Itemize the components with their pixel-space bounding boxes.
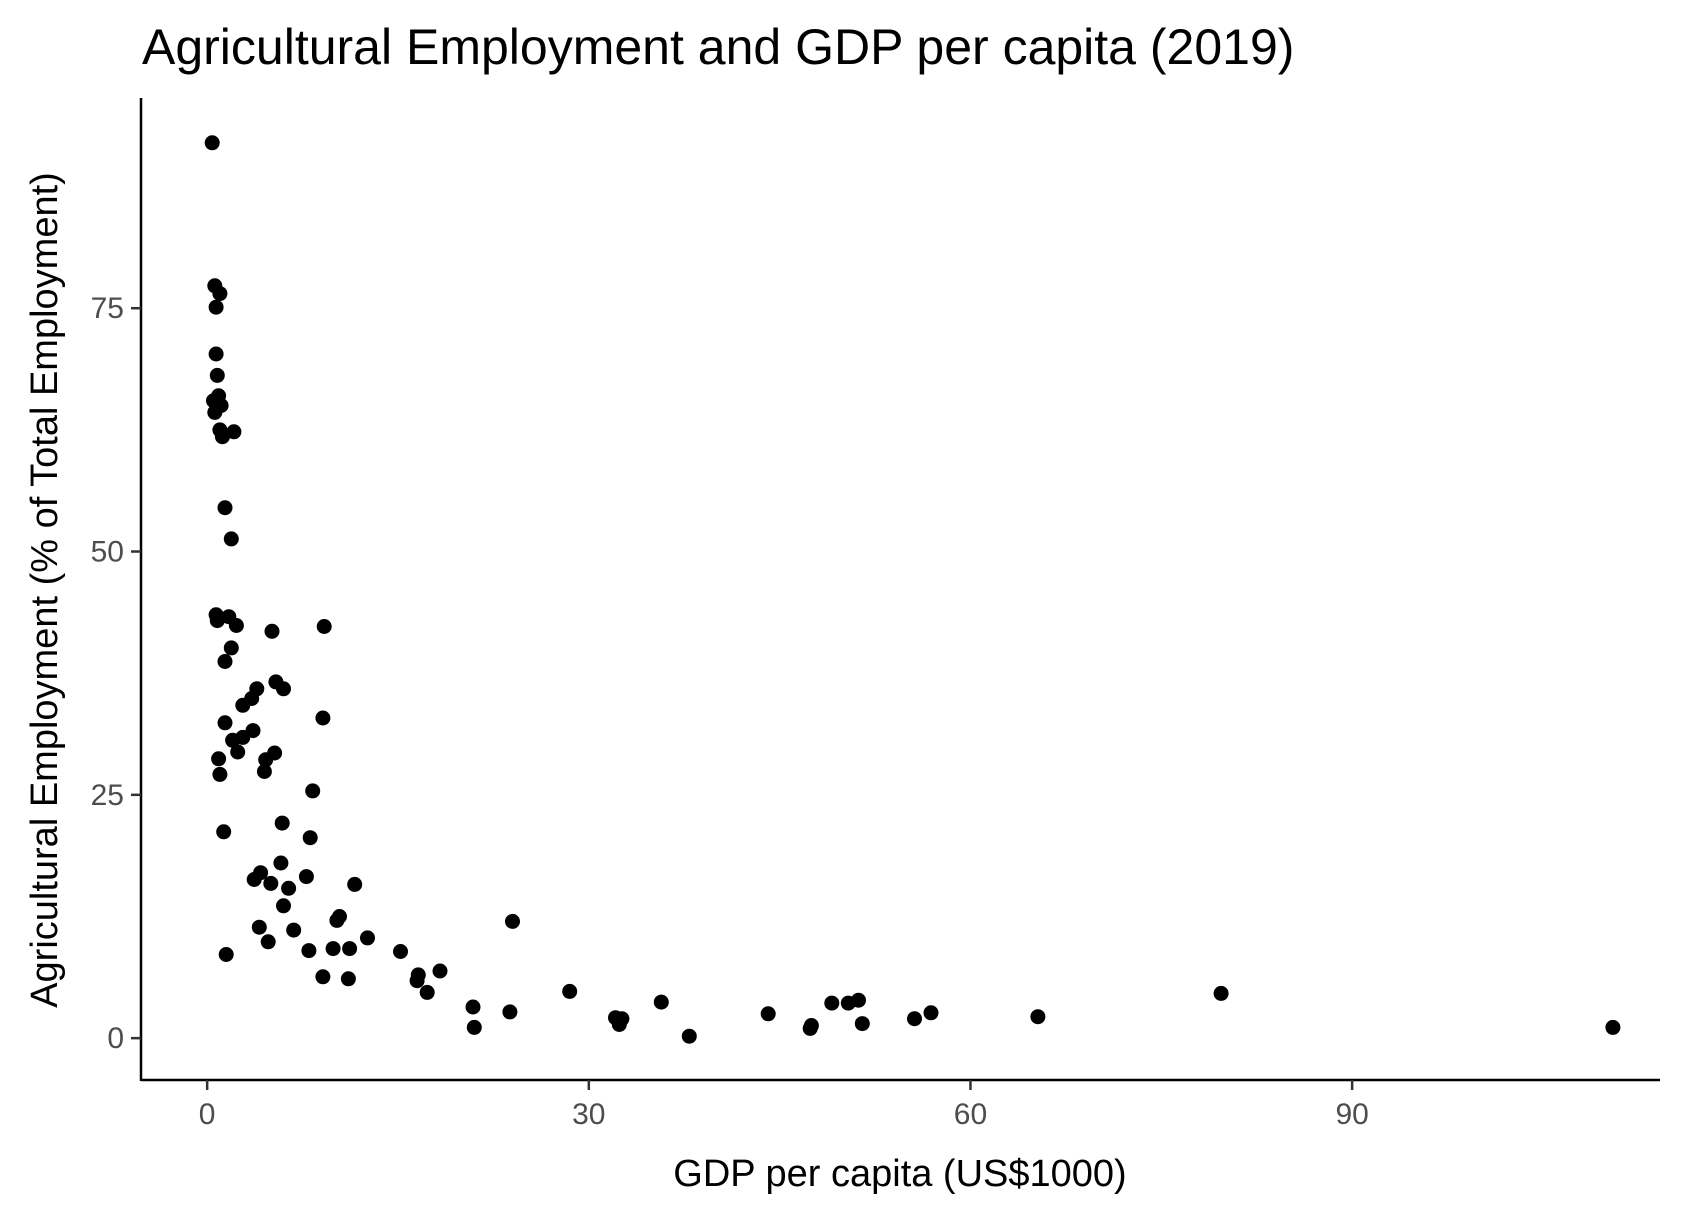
x-tick-label: 0 xyxy=(199,1098,216,1131)
data-point xyxy=(212,766,228,782)
data-point xyxy=(298,869,314,885)
y-tick-label: 0 xyxy=(107,1022,124,1055)
data-point xyxy=(907,1011,922,1027)
x-tick-label: 30 xyxy=(572,1098,605,1131)
data-point xyxy=(217,654,233,669)
x-tick-label: 90 xyxy=(1335,1098,1368,1131)
data-point xyxy=(208,346,224,362)
data-point xyxy=(305,783,321,799)
data-point xyxy=(209,613,225,629)
data-point xyxy=(226,424,242,440)
data-point xyxy=(316,619,332,634)
data-point xyxy=(217,500,233,516)
data-point xyxy=(225,732,241,748)
points-layer xyxy=(204,135,1621,1044)
data-point xyxy=(1213,985,1229,1001)
data-point xyxy=(315,969,331,985)
data-point xyxy=(276,898,291,914)
data-point xyxy=(393,944,408,959)
data-point xyxy=(1605,1019,1621,1035)
data-point xyxy=(302,830,318,846)
x-axis-ticks: 0 30 60 90 xyxy=(199,1080,1369,1131)
data-point xyxy=(207,404,223,420)
data-point xyxy=(465,999,481,1015)
data-point xyxy=(273,855,289,871)
data-point xyxy=(840,995,856,1011)
data-point xyxy=(251,919,267,935)
data-point xyxy=(260,934,276,950)
data-point xyxy=(315,710,331,726)
data-point xyxy=(214,429,230,445)
y-axis-ticks: 0 25 50 75 xyxy=(91,292,141,1055)
data-point xyxy=(681,1028,697,1044)
x-axis-title: GDP per capita (US$1000) xyxy=(673,1153,1126,1195)
data-point xyxy=(274,815,290,831)
data-point xyxy=(347,876,363,892)
data-point xyxy=(208,299,224,315)
data-point xyxy=(263,875,279,891)
y-tick-label: 50 xyxy=(91,536,124,569)
data-point xyxy=(209,367,225,383)
data-point xyxy=(409,973,425,989)
data-point xyxy=(211,751,227,767)
data-point xyxy=(340,971,356,987)
data-point xyxy=(342,941,358,957)
y-axis-title: Agricultural Employment (% of Total Empl… xyxy=(24,172,66,1008)
data-point xyxy=(264,623,280,639)
data-point xyxy=(562,983,578,999)
y-tick-label: 25 xyxy=(91,779,124,812)
data-point xyxy=(802,1020,818,1036)
data-point xyxy=(824,995,840,1011)
data-point xyxy=(854,1016,870,1032)
data-point xyxy=(235,697,251,713)
data-point xyxy=(223,531,239,547)
data-point xyxy=(268,674,284,690)
data-point xyxy=(286,922,302,938)
data-point xyxy=(246,872,262,887)
data-point xyxy=(505,913,520,929)
data-point xyxy=(204,135,220,151)
x-tick-label: 60 xyxy=(954,1098,987,1131)
data-point xyxy=(432,963,448,979)
data-point xyxy=(923,1005,939,1021)
y-tick-label: 75 xyxy=(91,292,124,325)
data-point xyxy=(329,912,345,928)
data-point xyxy=(228,618,244,633)
data-point xyxy=(218,947,234,962)
data-point xyxy=(360,930,375,946)
chart-title: Agricultural Employment and GDP per capi… xyxy=(142,19,1294,75)
data-point xyxy=(223,640,239,656)
data-point xyxy=(216,824,232,840)
data-point xyxy=(212,286,228,302)
data-point xyxy=(1030,1009,1046,1025)
data-point xyxy=(217,715,233,731)
data-point xyxy=(502,1004,518,1020)
data-point xyxy=(760,1006,776,1022)
data-point xyxy=(419,984,435,1000)
data-point xyxy=(325,941,341,957)
data-point xyxy=(258,752,274,768)
data-point xyxy=(611,1017,627,1032)
data-point xyxy=(301,943,317,959)
data-point xyxy=(466,1019,482,1035)
data-point xyxy=(256,764,272,779)
data-point xyxy=(281,880,297,896)
data-point xyxy=(653,994,669,1010)
data-point xyxy=(230,744,246,760)
